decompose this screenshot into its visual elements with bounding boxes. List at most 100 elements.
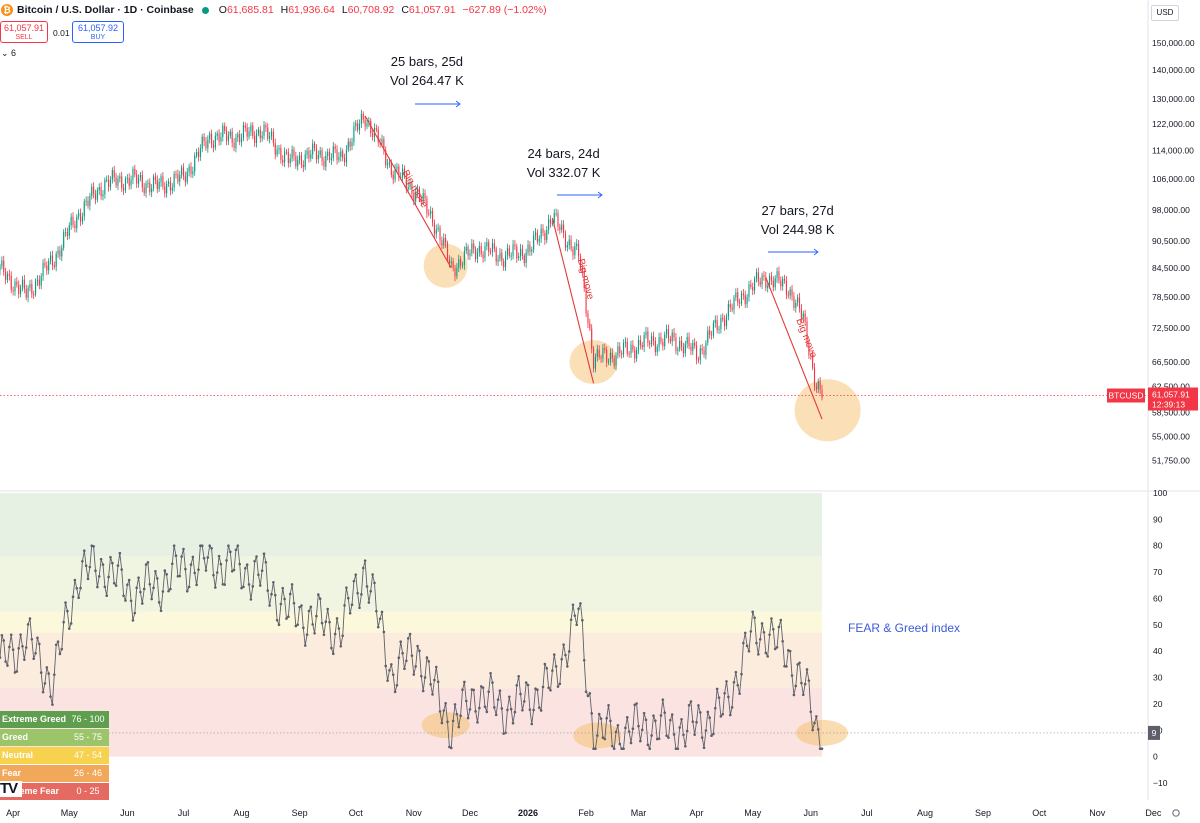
candle-body bbox=[74, 224, 76, 229]
indicators-toggle[interactable]: ⌄ 6 bbox=[1, 48, 17, 58]
symbol-badge-label: BTCUSD bbox=[1109, 391, 1144, 401]
candle-body bbox=[634, 349, 636, 359]
candle-body bbox=[139, 175, 141, 178]
candle-body bbox=[383, 139, 385, 151]
fear-greed-point bbox=[537, 706, 541, 709]
fear-greed-point bbox=[212, 573, 215, 577]
candle-body bbox=[263, 124, 265, 136]
fear-greed-point bbox=[667, 736, 670, 739]
candle-body bbox=[338, 156, 340, 161]
candle-body bbox=[18, 284, 20, 294]
fear-greed-point bbox=[753, 616, 756, 620]
fear-greed-point bbox=[528, 708, 532, 711]
fear-greed-point bbox=[298, 605, 301, 609]
candle-body bbox=[718, 328, 720, 330]
fear-greed-point bbox=[292, 601, 296, 605]
fear-greed-point bbox=[698, 711, 702, 714]
fear-greed-point bbox=[39, 671, 43, 674]
candle-body bbox=[431, 210, 434, 223]
sell-button[interactable]: 61,057.91 SELL bbox=[0, 21, 48, 43]
candle-body bbox=[538, 238, 540, 242]
candle-body bbox=[181, 167, 183, 176]
fear-greed-point bbox=[277, 623, 281, 627]
candle-body bbox=[611, 352, 613, 359]
candle-body bbox=[293, 149, 295, 157]
fear-greed-point bbox=[144, 563, 148, 566]
candle-body bbox=[121, 176, 123, 189]
candle-body bbox=[452, 261, 454, 268]
currency-selector[interactable]: USD bbox=[1151, 5, 1179, 21]
fear-greed-point bbox=[689, 700, 693, 703]
index-tick-label: 60 bbox=[1153, 593, 1163, 603]
candle-body bbox=[518, 256, 520, 259]
fear-greed-point bbox=[131, 619, 135, 622]
candle-body bbox=[55, 253, 57, 267]
ohlc-close: 61,057.91 bbox=[408, 4, 456, 16]
candle-body bbox=[654, 341, 656, 353]
candle-body bbox=[660, 336, 662, 343]
fear-greed-point bbox=[8, 645, 11, 649]
fear-greed-point bbox=[558, 682, 562, 686]
candle-body bbox=[600, 357, 602, 359]
candle-body bbox=[557, 213, 559, 227]
candle-body bbox=[430, 210, 432, 215]
fear-greed-point bbox=[318, 597, 322, 601]
candle-body bbox=[677, 349, 679, 351]
fear-greed-point bbox=[303, 644, 307, 647]
fear-greed-point bbox=[676, 747, 680, 751]
fear-greed-point bbox=[421, 689, 425, 693]
time-axis-label: Apr bbox=[690, 808, 704, 818]
fear-greed-point bbox=[214, 586, 217, 589]
fear-greed-point bbox=[232, 568, 236, 572]
fear-greed-point bbox=[772, 627, 775, 631]
candle-body bbox=[117, 178, 119, 186]
fear-greed-point bbox=[363, 559, 367, 562]
price-tick-label: 58,500.00 bbox=[1152, 407, 1190, 417]
candle-body bbox=[703, 350, 705, 355]
fear-greed-point bbox=[627, 730, 631, 733]
candle-body bbox=[503, 261, 505, 268]
fear-greed-point bbox=[412, 673, 416, 676]
fear-greed-point bbox=[652, 714, 655, 717]
fear-greed-point bbox=[403, 667, 406, 671]
buy-button[interactable]: 61,057.92 BUY bbox=[72, 21, 124, 43]
fear-greed-point bbox=[792, 693, 796, 697]
fear-greed-point bbox=[109, 555, 112, 559]
candle-body bbox=[561, 224, 563, 230]
candle-body bbox=[164, 186, 166, 194]
candle-body bbox=[639, 339, 641, 346]
candle-body bbox=[49, 255, 52, 261]
candle-body bbox=[126, 177, 128, 179]
candle-body bbox=[548, 219, 550, 230]
fear-greed-point bbox=[258, 584, 262, 587]
fear-greed-point bbox=[43, 682, 47, 685]
candle-body bbox=[776, 271, 778, 279]
candle-body bbox=[5, 271, 7, 280]
fear-greed-point bbox=[732, 680, 736, 684]
index-value-label: 9 bbox=[1152, 728, 1157, 738]
candle-body bbox=[817, 381, 819, 390]
fear-greed-point bbox=[397, 656, 401, 659]
fear-greed-point bbox=[393, 690, 397, 694]
candle-body bbox=[793, 296, 795, 308]
candle-body bbox=[353, 126, 355, 143]
candle-body bbox=[542, 228, 544, 233]
symbol-title[interactable]: Bitcoin / U.S. Dollar · 1D · Coinbase bbox=[17, 4, 194, 16]
fear-greed-point bbox=[622, 747, 625, 751]
fear-greed-point bbox=[631, 727, 635, 731]
candle-body bbox=[68, 225, 70, 236]
fear-greed-point bbox=[283, 597, 286, 601]
fear-greed-point bbox=[811, 728, 814, 732]
spread-value: 0.01 bbox=[53, 28, 70, 38]
fear-greed-point bbox=[189, 563, 193, 566]
fear-greed-point bbox=[380, 610, 384, 614]
candle-body bbox=[416, 188, 419, 193]
candle-body bbox=[731, 307, 733, 310]
legend-row-greed: Greed 55 - 75 bbox=[0, 729, 109, 746]
fear-greed-point bbox=[165, 573, 168, 576]
fear-greed-point bbox=[762, 630, 766, 634]
candle-body bbox=[336, 149, 338, 161]
fear-greed-point bbox=[225, 559, 228, 562]
fear-greed-point bbox=[356, 591, 359, 595]
